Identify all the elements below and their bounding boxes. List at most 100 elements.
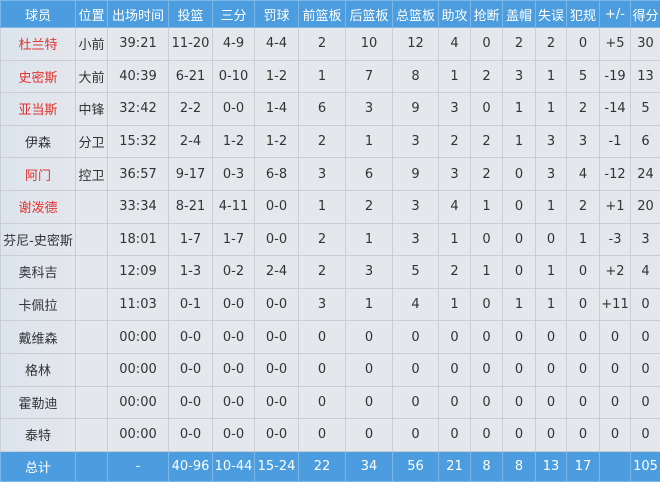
stat-cell: 11-20: [169, 28, 213, 61]
stat-cell: 1: [536, 256, 567, 289]
stat-cell: 0: [503, 321, 536, 354]
stat-cell: 0: [471, 28, 503, 61]
stat-cell: +1: [600, 190, 631, 223]
stat-cell: 00:00: [108, 419, 169, 452]
total-cell: 21: [439, 451, 471, 481]
stat-cell: [76, 256, 108, 289]
stat-cell: 32:42: [108, 93, 169, 126]
stat-cell: 0: [471, 353, 503, 386]
player-name[interactable]: 伊森: [1, 125, 76, 158]
stat-cell: 2: [567, 93, 600, 126]
stat-cell: 3: [503, 60, 536, 93]
player-name[interactable]: 谢泼德: [1, 190, 76, 223]
column-header[interactable]: 三分: [213, 1, 255, 28]
stat-cell: 0: [503, 353, 536, 386]
column-header[interactable]: 前篮板: [299, 1, 346, 28]
stat-cell: 控卫: [76, 158, 108, 191]
column-header[interactable]: 得分: [631, 1, 660, 28]
stat-cell: 0: [567, 256, 600, 289]
player-name[interactable]: 亚当斯: [1, 93, 76, 126]
stat-cell: 8-21: [169, 190, 213, 223]
stat-cell: 12: [393, 28, 439, 61]
column-header[interactable]: 犯规: [567, 1, 600, 28]
stat-cell: 4: [567, 158, 600, 191]
stat-cell: 0: [346, 386, 393, 419]
stat-cell: 6-8: [255, 158, 299, 191]
stat-cell: 6: [346, 158, 393, 191]
column-header[interactable]: 总篮板: [393, 1, 439, 28]
column-header[interactable]: 失误: [536, 1, 567, 28]
total-cell: 17: [567, 451, 600, 481]
stat-cell: 10: [346, 28, 393, 61]
player-name[interactable]: 芬尼-史密斯: [1, 223, 76, 256]
stat-cell: 3: [393, 125, 439, 158]
column-header[interactable]: +/-: [600, 1, 631, 28]
stat-cell: 分卫: [76, 125, 108, 158]
total-cell: 105: [631, 451, 660, 481]
stat-cell: 2: [299, 125, 346, 158]
stat-cell: 1: [299, 190, 346, 223]
stat-cell: 0-2: [213, 256, 255, 289]
column-header[interactable]: 投篮: [169, 1, 213, 28]
stat-cell: 0: [600, 419, 631, 452]
stat-cell: 0-1: [169, 288, 213, 321]
column-header[interactable]: 抢断: [471, 1, 503, 28]
column-header[interactable]: 后篮板: [346, 1, 393, 28]
column-header[interactable]: 球员: [1, 1, 76, 28]
column-header[interactable]: 罚球: [255, 1, 299, 28]
stat-cell: 15:32: [108, 125, 169, 158]
stat-cell: 4-4: [255, 28, 299, 61]
stat-cell: 3: [536, 125, 567, 158]
stat-cell: [76, 353, 108, 386]
stat-cell: 0: [503, 256, 536, 289]
stat-cell: 0: [471, 288, 503, 321]
stat-cell: 0: [471, 223, 503, 256]
player-name[interactable]: 卡佩拉: [1, 288, 76, 321]
stat-cell: 3: [439, 93, 471, 126]
player-name[interactable]: 戴维森: [1, 321, 76, 354]
stat-cell: 33:34: [108, 190, 169, 223]
total-cell: 40-96: [169, 451, 213, 481]
stat-cell: 1: [536, 288, 567, 321]
stat-cell: 0-0: [213, 288, 255, 321]
stat-cell: 1: [299, 60, 346, 93]
stat-cell: +2: [600, 256, 631, 289]
stat-cell: 0: [503, 386, 536, 419]
stat-cell: 3: [439, 158, 471, 191]
stat-cell: 0: [631, 353, 660, 386]
stat-cell: 0: [346, 321, 393, 354]
stat-cell: 3: [631, 223, 660, 256]
stat-cell: 1: [346, 288, 393, 321]
column-header[interactable]: 出场时间: [108, 1, 169, 28]
column-header[interactable]: 位置: [76, 1, 108, 28]
stat-cell: 0: [393, 386, 439, 419]
stat-cell: [76, 190, 108, 223]
stat-cell: 12:09: [108, 256, 169, 289]
stat-cell: -1: [600, 125, 631, 158]
stat-cell: 0: [346, 353, 393, 386]
column-header[interactable]: 助攻: [439, 1, 471, 28]
player-name[interactable]: 奥科吉: [1, 256, 76, 289]
stat-cell: 24: [631, 158, 660, 191]
column-header[interactable]: 盖帽: [503, 1, 536, 28]
stat-cell: 0-0: [169, 353, 213, 386]
player-name[interactable]: 霍勒迪: [1, 386, 76, 419]
stat-cell: 5: [631, 93, 660, 126]
stat-cell: 0: [439, 419, 471, 452]
stat-cell: 0-0: [255, 223, 299, 256]
player-name[interactable]: 史密斯: [1, 60, 76, 93]
stat-cell: 0: [393, 321, 439, 354]
stat-cell: 0: [536, 321, 567, 354]
player-name[interactable]: 杜兰特: [1, 28, 76, 61]
stat-cell: 大前: [76, 60, 108, 93]
player-name[interactable]: 泰特: [1, 419, 76, 452]
stat-cell: [76, 223, 108, 256]
player-name[interactable]: 格林: [1, 353, 76, 386]
total-cell: 22: [299, 451, 346, 481]
stat-cell: 0: [567, 28, 600, 61]
stat-cell: 00:00: [108, 353, 169, 386]
player-name[interactable]: 阿门: [1, 158, 76, 191]
